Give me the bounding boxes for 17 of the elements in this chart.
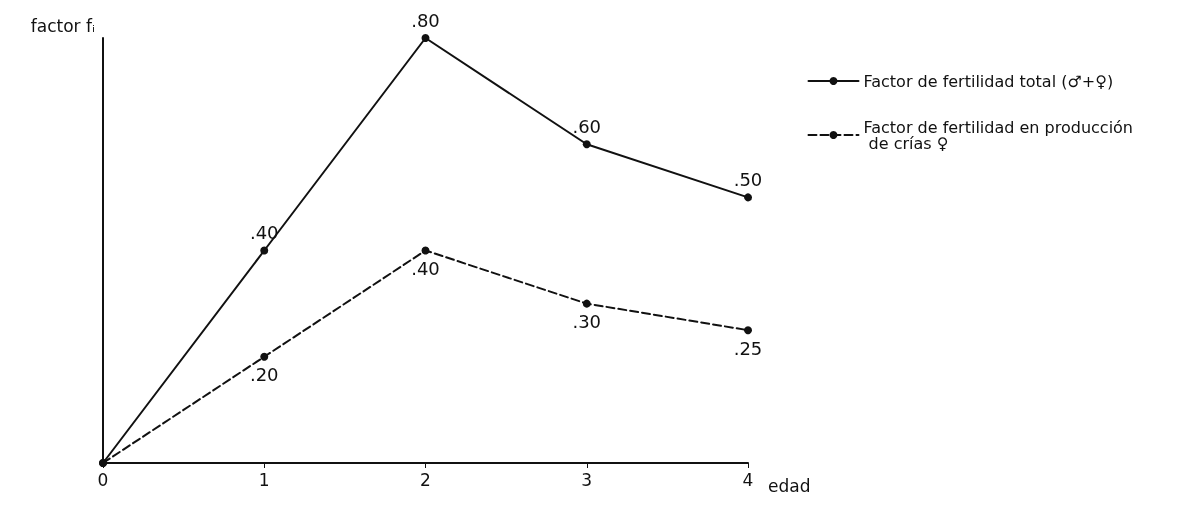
data-label: .40 (249, 222, 279, 243)
y-axis-title: factor fᵢ (30, 15, 95, 36)
data-label: .50 (733, 168, 763, 190)
legend-label: Factor de fertilidad en producción de crías ♀ (863, 117, 1134, 153)
x-axis-title: edad (768, 475, 811, 496)
x-tick-label: 0 (97, 469, 109, 490)
data-label: .60 (572, 115, 602, 137)
legend-label: Factor de fertilidad total (♂+♀) (863, 71, 1114, 91)
x-tick-label: 4 (742, 469, 754, 490)
data-label: .25 (733, 337, 763, 359)
x-tick-label: 3 (581, 469, 593, 490)
data-label: .80 (411, 9, 440, 31)
x-tick-label: 1 (258, 469, 270, 490)
data-label: .40 (411, 258, 440, 279)
data-label: .30 (572, 311, 602, 333)
x-tick-label: 2 (420, 469, 431, 490)
data-label: .20 (249, 364, 279, 386)
